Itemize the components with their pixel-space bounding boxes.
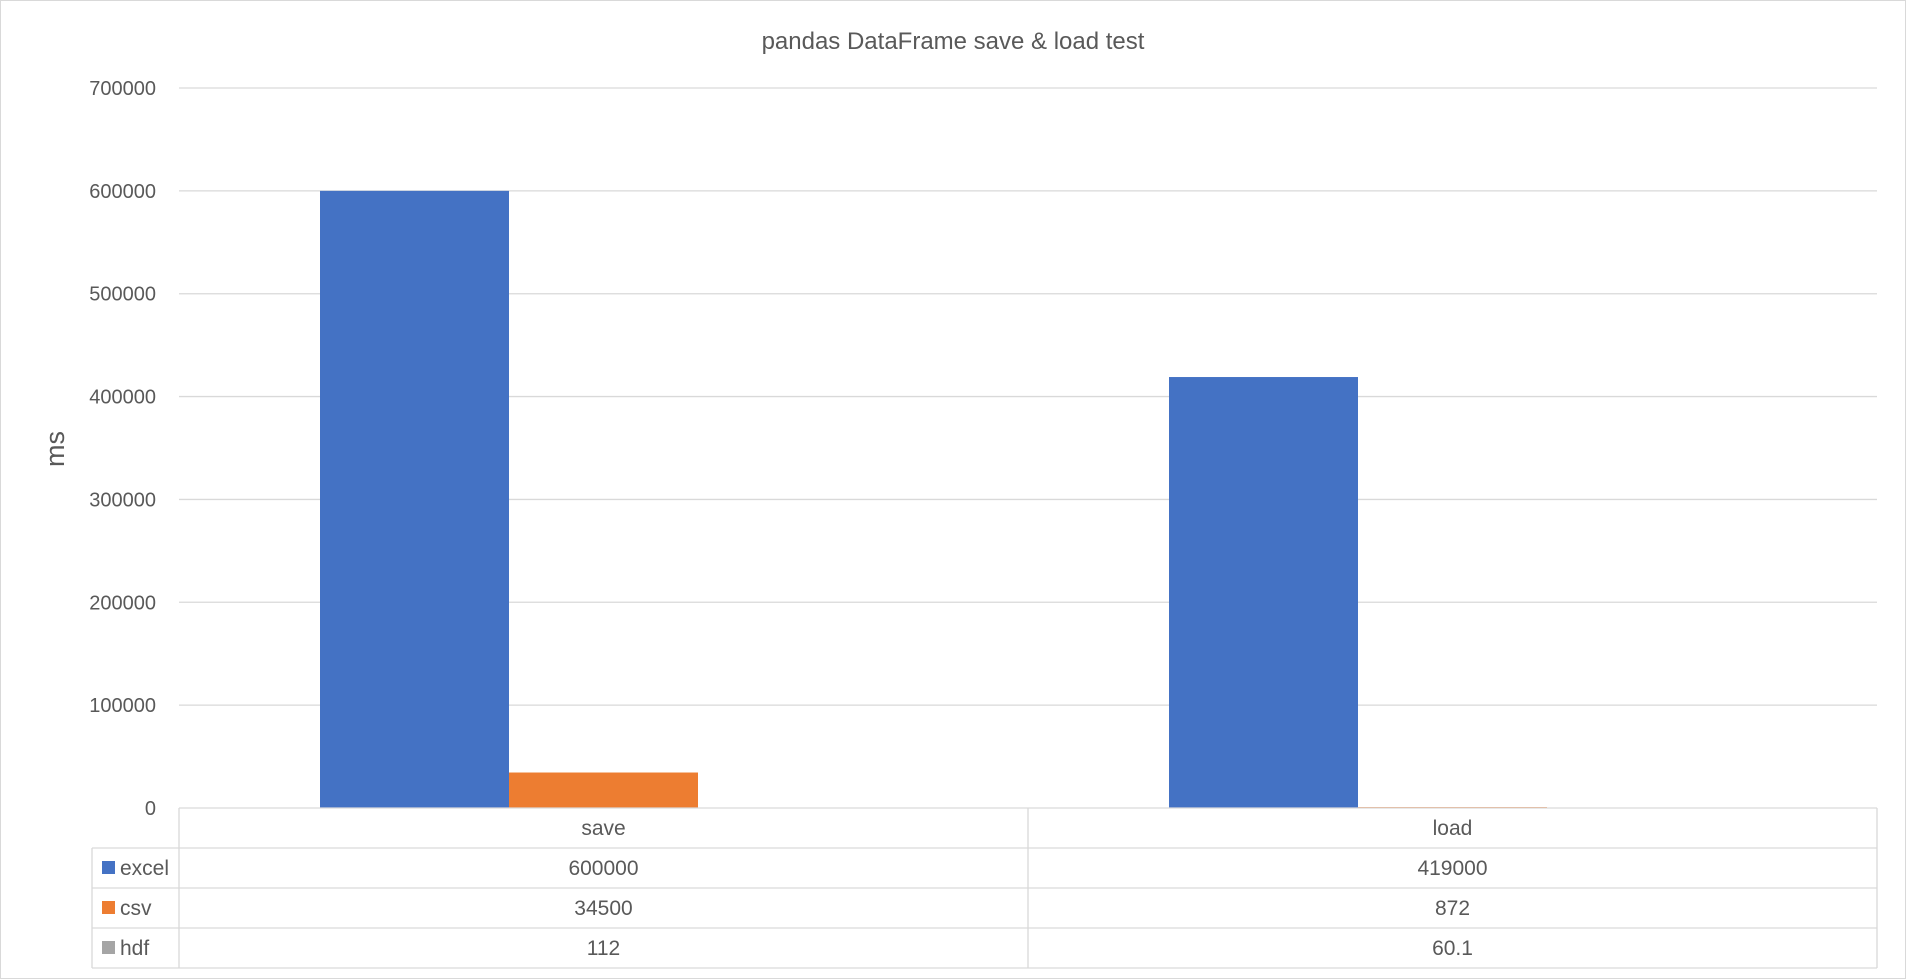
y-axis-ticks: 0 100000 200000 300000 400000 500000 600000 700… <box>89 78 156 820</box>
legend-key-excel <box>102 861 115 874</box>
bars <box>320 190 1736 808</box>
legend-label-hdf: hdf <box>120 937 149 960</box>
bar-excel-save <box>320 190 509 808</box>
legend-label-excel: excel <box>120 857 169 880</box>
y-tick-label: 200000 <box>89 592 156 614</box>
data-label-csv-save: 34500 <box>574 897 632 920</box>
y-tick-label: 300000 <box>89 489 156 511</box>
y-tick-label: 600000 <box>89 181 156 203</box>
data-label-hdf-load: 60.1 <box>1432 937 1473 960</box>
legend-label-csv: csv <box>120 897 152 920</box>
y-tick-label: 700000 <box>89 78 156 100</box>
y-tick-label: 400000 <box>89 387 156 409</box>
x-tick-label: save <box>581 817 625 840</box>
bar-excel-load <box>1169 377 1358 808</box>
y-axis-label: ms <box>40 431 70 467</box>
data-table: save load excel 600000 419000 csv 34500 872 hdf 1… <box>91 807 1878 969</box>
x-tick-label: load <box>1433 817 1473 840</box>
y-tick-label: 0 <box>145 798 156 820</box>
data-label-excel-load: 419000 <box>1417 857 1487 880</box>
y-tick-label: 100000 <box>89 695 156 717</box>
data-label-excel-save: 600000 <box>568 857 638 880</box>
legend-key-csv <box>102 901 115 914</box>
chart-title: pandas DataFrame save & load test <box>762 28 1145 55</box>
y-tick-label: 500000 <box>89 284 156 306</box>
bar-csv-save <box>509 772 698 808</box>
data-label-hdf-save: 112 <box>587 937 620 960</box>
data-label-csv-load: 872 <box>1435 897 1470 920</box>
legend-key-hdf <box>102 941 115 954</box>
